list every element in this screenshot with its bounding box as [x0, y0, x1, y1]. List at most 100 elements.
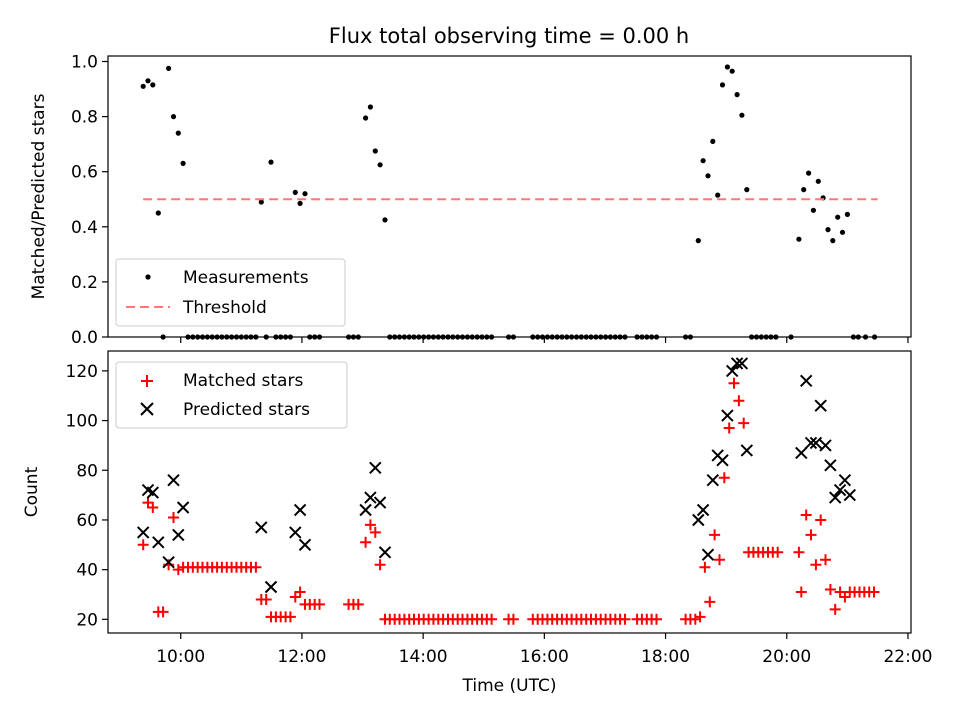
measurement-point — [700, 158, 706, 164]
y-tick-label: 80 — [76, 461, 98, 481]
measurement-point — [806, 170, 812, 176]
ratio-panel: 0.0 0.2 0.4 0.6 0.8 1.0 Matched/Predicted sta… — [29, 53, 912, 348]
measurement-point — [155, 210, 161, 216]
predicted-star-point — [730, 357, 744, 370]
matched-star-point — [795, 586, 807, 598]
bottom-axes-frame — [107, 350, 912, 634]
matched-star-point — [284, 611, 296, 623]
matched-star-point — [360, 536, 372, 548]
measurement-point — [710, 138, 716, 144]
predicted-star-point — [795, 446, 808, 460]
predicted-star-point — [289, 526, 302, 539]
x-axis-label: Time (UTC) — [462, 676, 557, 696]
y-tick-label: 60 — [76, 511, 98, 531]
x-tick-label: 12:00 — [277, 647, 326, 667]
matched-star-point — [709, 529, 721, 541]
matched-star-point — [507, 613, 519, 625]
bottom-x-ticks: 10:00 12:00 14:00 16:00 18:00 20:00 22:00 — [156, 633, 932, 667]
measurement-point — [715, 192, 721, 198]
predicted-star-point — [725, 364, 739, 378]
legend-measurements-label: Measurements — [183, 268, 309, 288]
predicted-star-point — [721, 409, 734, 422]
matched-star-point — [369, 526, 381, 538]
matched-star-point — [834, 586, 846, 598]
predicted-stars-points — [136, 357, 857, 594]
measurement-point — [739, 112, 745, 118]
measurement-point — [724, 64, 731, 70]
matched-star-point — [147, 502, 159, 513]
predicted-star-point — [814, 399, 827, 412]
measurement-point — [744, 187, 750, 193]
matched-star-point — [651, 613, 662, 625]
predicted-star-point — [176, 501, 190, 514]
chart-title: Flux total observing time = 0.00 h — [329, 24, 689, 48]
y-tick-label: 40 — [76, 561, 98, 581]
measurement-point — [372, 148, 378, 154]
y-tick-label: 0.6 — [71, 163, 98, 183]
matched-star-point — [810, 559, 822, 571]
predicted-star-point — [799, 374, 813, 388]
matched-star-point — [723, 422, 735, 434]
measurement-point — [175, 130, 181, 136]
y-tick-label: 1.0 — [71, 53, 98, 73]
legend-threshold-label: Threshold — [182, 298, 267, 318]
predicted-star-point — [293, 503, 307, 517]
matched-star-point — [289, 591, 301, 603]
matched-star-point — [829, 603, 841, 615]
measurement-point — [825, 227, 831, 233]
measurement-point — [382, 217, 388, 223]
bottom-legend: Matched stars Predicted stars — [115, 361, 348, 429]
top-y-axis-label: Matched/Predicted stars — [29, 93, 49, 299]
predicted-star-point — [255, 521, 268, 534]
matched-star-point — [619, 613, 631, 625]
predicted-star-point — [809, 436, 823, 450]
measurement-point — [729, 68, 735, 74]
predicted-star-point — [369, 461, 382, 475]
x-tick-label: 10:00 — [156, 647, 205, 667]
top-x-ticks — [180, 337, 909, 343]
predicted-star-point — [167, 473, 180, 487]
predicted-star-point — [162, 555, 175, 569]
matched-star-point — [260, 594, 272, 605]
matched-star-point — [733, 395, 745, 407]
top-legend-box — [115, 258, 346, 327]
matched-star-point — [704, 596, 716, 608]
matched-star-point — [137, 539, 149, 551]
predicted-star-point — [136, 526, 150, 539]
predicted-star-point — [706, 473, 720, 487]
measurement-point — [150, 82, 156, 88]
legend-matched-label: Matched stars — [183, 371, 303, 391]
predicted-star-point — [696, 503, 710, 517]
measurement-point — [268, 159, 274, 165]
measurement-point — [705, 173, 711, 179]
y-tick-label: 100 — [66, 412, 98, 432]
matched-star-point — [172, 564, 184, 576]
matched-star-point — [714, 554, 725, 566]
bottom-y-axis-label: Count — [22, 466, 42, 517]
matched-star-point — [800, 509, 812, 521]
measurement-point — [734, 92, 740, 98]
predicted-star-point — [843, 488, 857, 502]
measurement-point — [830, 238, 836, 244]
measurement-point — [377, 162, 383, 168]
y-tick-label: 20 — [76, 610, 98, 630]
count-panel: 20 40 60 80 100 120 10:00 12:00 14:00 16:00 18:00… — [22, 350, 932, 696]
y-tick-label: 120 — [66, 362, 98, 382]
measurement-point — [810, 207, 817, 213]
matched-star-point — [772, 546, 784, 558]
measurement-point — [839, 229, 846, 235]
predicted-star-point — [359, 503, 372, 517]
measurement-point — [719, 82, 726, 88]
matched-star-point — [793, 546, 805, 558]
matched-star-point — [486, 613, 498, 625]
predicted-star-point — [824, 459, 837, 472]
matched-star-point — [868, 586, 880, 598]
matched-stars-points — [137, 377, 880, 625]
y-tick-label: 0.0 — [71, 328, 98, 348]
matched-star-point — [738, 417, 750, 429]
measurement-point — [835, 214, 841, 220]
predicted-star-point — [833, 483, 847, 497]
measurement-point — [796, 236, 802, 242]
measurement-point — [180, 160, 186, 166]
